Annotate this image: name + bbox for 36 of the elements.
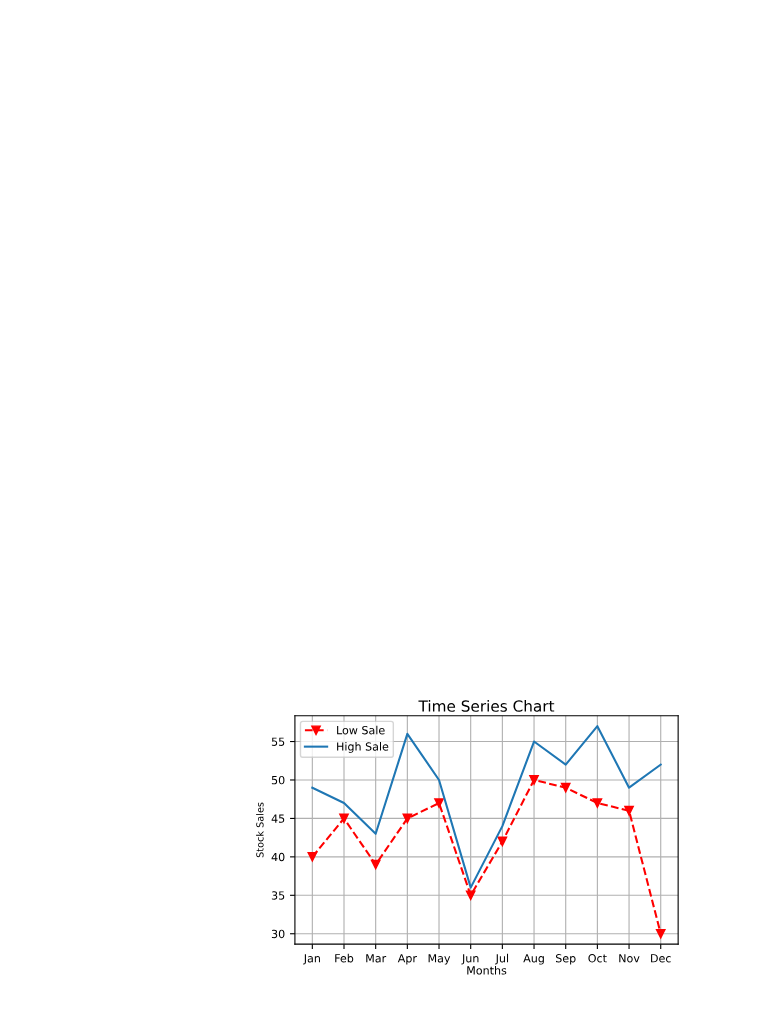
point xyxy=(465,890,476,901)
chart-title: Time Series Chart xyxy=(418,700,555,712)
legend-label: Low Sale xyxy=(337,725,385,735)
y-tick-label: 45 xyxy=(271,814,285,823)
x-tick-label: May xyxy=(428,954,451,965)
x-tick-label: Jun xyxy=(461,954,479,965)
point xyxy=(370,859,381,870)
point xyxy=(307,852,318,862)
x-tick-label: Jul xyxy=(495,953,509,965)
point xyxy=(560,782,571,793)
legend-label: High Sale xyxy=(337,742,389,753)
y-tick-label: 40 xyxy=(271,852,285,862)
y-tick-label: 30 xyxy=(271,929,285,939)
point xyxy=(592,798,603,808)
point xyxy=(624,805,634,816)
point xyxy=(497,836,508,847)
y-axis-title: Stock Sales xyxy=(256,802,264,858)
x-tick-label: Sep xyxy=(555,954,576,965)
line-series xyxy=(311,725,662,889)
x-tick-label: Apr xyxy=(397,954,417,965)
x-tick-label: Oct xyxy=(588,954,607,963)
point xyxy=(655,928,666,939)
y-tick-label: 50 xyxy=(271,775,285,785)
x-tick-label: Nov xyxy=(619,954,640,963)
point xyxy=(529,775,539,785)
point xyxy=(339,813,349,824)
x-tick-label: Aug xyxy=(523,954,544,965)
x-tick-label: Jan xyxy=(303,954,320,965)
y-tick-label: 55 xyxy=(271,737,285,746)
x-axis-title: Months xyxy=(467,965,507,975)
point xyxy=(402,813,413,824)
x-tick-label: Feb xyxy=(335,953,354,963)
point xyxy=(434,798,444,808)
y-tick-label: 35 xyxy=(271,891,285,900)
x-tick-label: Dec xyxy=(651,954,671,963)
x-tick-label: Mar xyxy=(366,954,387,963)
